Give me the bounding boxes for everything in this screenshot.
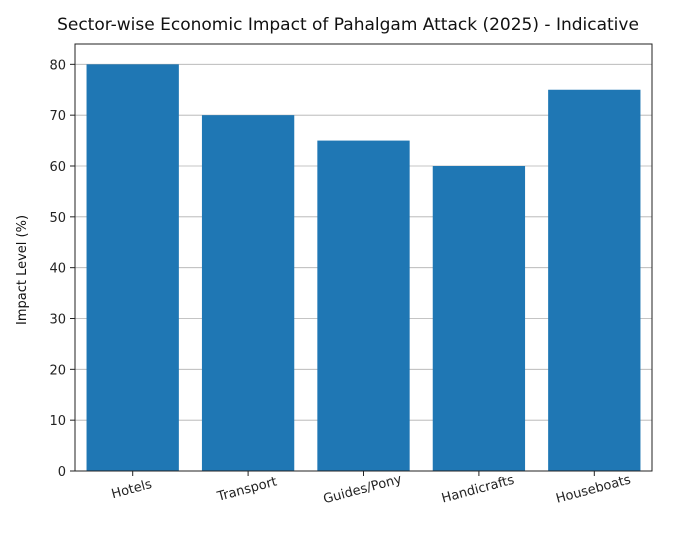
x-tick-label: Houseboats [554,472,632,506]
plot-area: 0 10 20 30 40 50 60 70 80 Hotels Transport Guides/P… [49,43,653,507]
bar-houseboats [548,89,641,471]
y-tick-label: 30 [49,313,66,328]
y-tick-label: 80 [49,58,66,73]
y-tick-label: 60 [49,160,66,175]
y-tick-label: 0 [58,465,66,480]
y-axis-label: Impact Level (%) [15,215,30,325]
bar-handicrafts [432,166,526,471]
bar-hotels [86,64,179,471]
bar-guides-pony [317,140,410,472]
axes-frame [74,43,653,472]
y-tick-label: 20 [49,363,66,378]
y-tick-label: 70 [49,109,66,124]
y-tick-label: 50 [49,211,66,226]
chart-title: Sector-wise Economic Impact of Pahalgam … [57,15,639,35]
x-tick-label: Handicrafts [440,473,516,507]
y-tick-label: 40 [49,262,66,277]
bar-transport [201,115,295,472]
x-tick-label: Hotels [110,477,154,502]
x-tick-label: Guides/Pony [322,472,404,507]
x-tick-label: Transport [215,474,279,505]
y-tick-label: 10 [49,414,66,429]
